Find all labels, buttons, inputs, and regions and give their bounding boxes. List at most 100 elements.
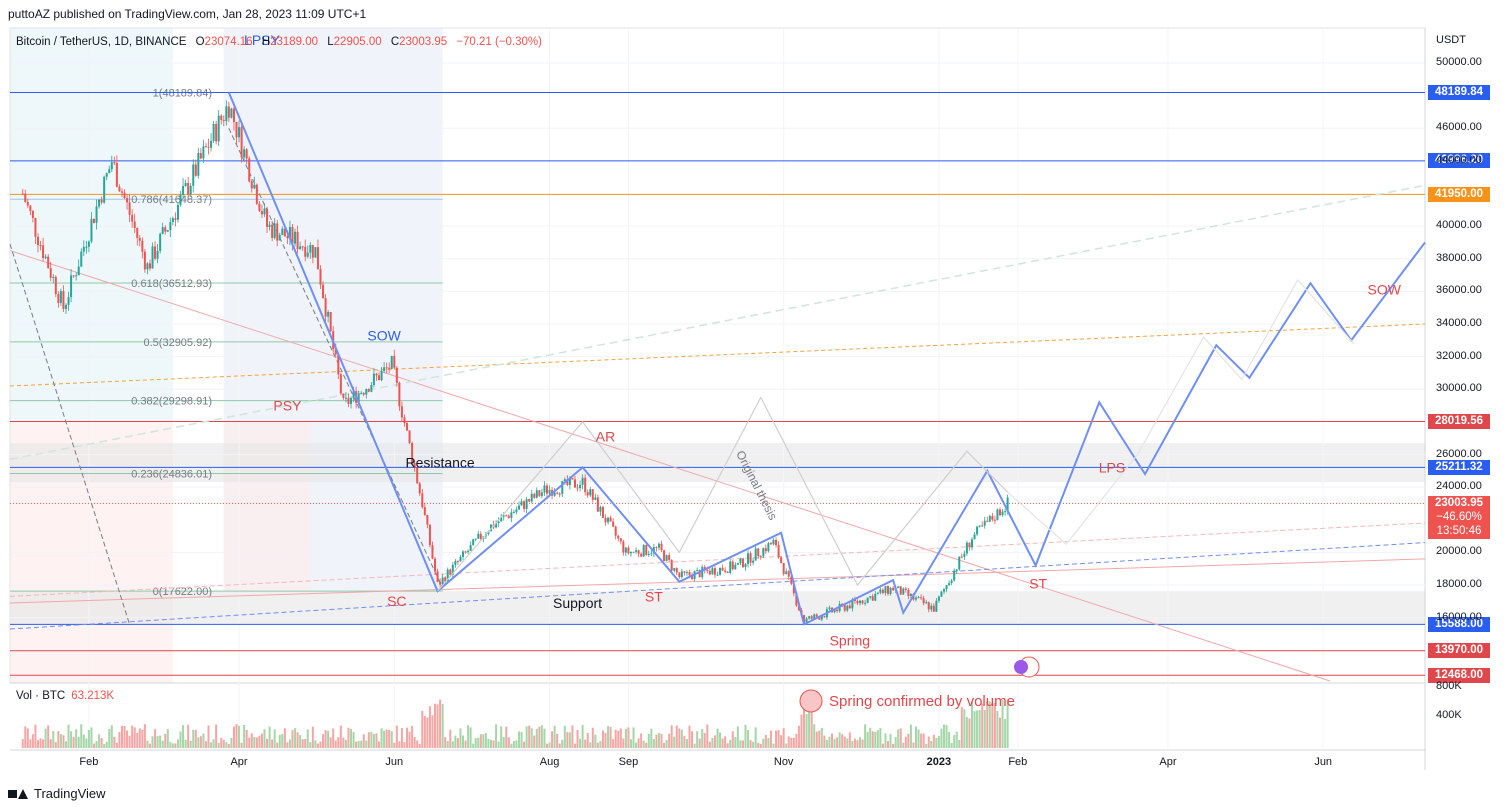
price-level-tag[interactable]: 15588.00 bbox=[1428, 616, 1490, 632]
candle-body bbox=[596, 497, 599, 512]
candle-body bbox=[937, 596, 940, 601]
price-level-tag[interactable]: 41950.00 bbox=[1428, 186, 1490, 202]
candle-body bbox=[663, 550, 666, 561]
candle-body bbox=[660, 543, 663, 551]
volume-bar bbox=[439, 699, 442, 748]
volume-bar bbox=[507, 737, 510, 748]
low-value: 22905.00 bbox=[333, 36, 382, 48]
brand-label: TradingView bbox=[34, 786, 106, 801]
volume-tick-label: 400K bbox=[1436, 709, 1462, 721]
candle-body bbox=[970, 539, 973, 548]
volume-bar bbox=[981, 703, 984, 748]
candle-body bbox=[26, 202, 29, 206]
candle-body bbox=[925, 602, 928, 604]
candle-body bbox=[1004, 511, 1007, 513]
volume-bar bbox=[182, 725, 185, 748]
volume-bar bbox=[892, 743, 895, 748]
volume-bar bbox=[780, 735, 783, 748]
candle-body bbox=[80, 251, 83, 267]
candle-body bbox=[976, 526, 979, 535]
candle-body bbox=[607, 517, 610, 523]
fib-level-label: 0.618(36512.93) bbox=[131, 278, 212, 290]
price-level-tag[interactable]: 12468.00 bbox=[1428, 667, 1490, 683]
volume-bar bbox=[235, 724, 238, 748]
candle-body bbox=[576, 487, 579, 489]
volume-bar bbox=[917, 729, 920, 748]
tradingview-footer[interactable]: TradingView bbox=[8, 786, 106, 801]
volume-bar bbox=[250, 733, 253, 748]
volume-bar bbox=[500, 726, 503, 748]
candle-body bbox=[871, 596, 874, 601]
candle-body bbox=[706, 570, 709, 572]
candle-body bbox=[416, 467, 419, 484]
candle-body bbox=[876, 592, 879, 594]
volume-bar bbox=[703, 733, 706, 748]
change-value: −70.21 (−0.30%) bbox=[456, 36, 542, 48]
volume-bar bbox=[395, 725, 398, 748]
volume-bar bbox=[90, 727, 93, 748]
volume-bar bbox=[932, 734, 935, 748]
price-level-tag[interactable]: 28019.56 bbox=[1428, 414, 1490, 430]
candle-body bbox=[344, 397, 347, 399]
annotation-label: Support bbox=[553, 595, 602, 611]
volume-bar bbox=[459, 728, 462, 748]
candle-body bbox=[421, 493, 424, 508]
candle-body bbox=[795, 593, 798, 606]
price-level-tag[interactable]: 48189.84 bbox=[1428, 85, 1490, 101]
candle-body bbox=[731, 561, 734, 570]
price-level-tag[interactable]: 13970.00 bbox=[1428, 643, 1490, 659]
volume-bar bbox=[131, 725, 134, 748]
price-level-tag[interactable]: 43996.20 bbox=[1428, 153, 1490, 169]
candle-body bbox=[543, 485, 546, 493]
candle-body bbox=[655, 547, 658, 549]
candle-body bbox=[408, 430, 411, 444]
volume-bar bbox=[940, 728, 943, 748]
candle-body bbox=[39, 245, 42, 247]
candle-body bbox=[813, 614, 816, 619]
volume-bar bbox=[434, 703, 437, 748]
volume-bar bbox=[365, 740, 368, 748]
candle-body bbox=[713, 568, 716, 575]
candle-body bbox=[930, 605, 933, 610]
volume-bar bbox=[118, 731, 121, 748]
candle-body bbox=[991, 515, 994, 520]
candle-body bbox=[44, 256, 47, 259]
volume-bar bbox=[174, 743, 177, 748]
volume-bar bbox=[978, 710, 981, 748]
volume-bar bbox=[701, 729, 704, 748]
volume-bar bbox=[240, 742, 243, 748]
volume-bar bbox=[59, 734, 62, 748]
volume-bar bbox=[176, 739, 179, 748]
volume-bar bbox=[316, 743, 319, 748]
candle-body bbox=[138, 237, 141, 241]
y-tick-label: 34000.00 bbox=[1436, 317, 1482, 329]
volume-bar bbox=[675, 725, 678, 748]
volume-bar bbox=[517, 731, 520, 748]
candle-body bbox=[217, 115, 220, 142]
volume-bar bbox=[306, 729, 309, 748]
volume-bar bbox=[772, 743, 775, 748]
candle-body bbox=[808, 616, 811, 619]
candle-body bbox=[635, 550, 638, 552]
candle-body bbox=[306, 252, 309, 257]
fib-level-label: 0.5(32905.92) bbox=[144, 337, 213, 349]
volume-bar bbox=[711, 737, 714, 748]
candle-body bbox=[184, 182, 187, 187]
volume-bar bbox=[551, 731, 554, 748]
volume-value: 63.213K bbox=[71, 690, 115, 702]
volume-bar bbox=[915, 726, 918, 748]
volume-bar bbox=[248, 737, 251, 748]
volume-bar bbox=[640, 733, 643, 748]
candle-body bbox=[347, 397, 350, 404]
price-level-tag[interactable]: 25211.32 bbox=[1428, 459, 1490, 475]
volume-bar bbox=[492, 740, 495, 748]
candle-body bbox=[963, 553, 966, 557]
candle-body bbox=[983, 520, 986, 526]
volume-bar bbox=[141, 729, 144, 748]
symbol-name[interactable]: Bitcoin / TetherUS, 1D, BINANCE bbox=[16, 36, 187, 48]
volume-bar bbox=[291, 730, 294, 748]
candle-body bbox=[650, 553, 653, 555]
candle-body bbox=[451, 564, 454, 575]
volume-bar bbox=[398, 741, 401, 748]
